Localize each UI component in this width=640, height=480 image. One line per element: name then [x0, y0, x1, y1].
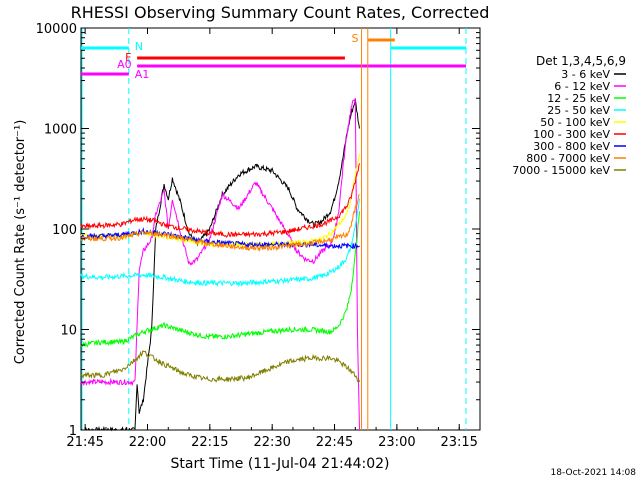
x-tick-label: 22:30 [253, 435, 290, 450]
series-line [80, 163, 360, 239]
series-line [80, 99, 360, 432]
series-line [80, 211, 360, 348]
legend-label: 100 - 300 keV [533, 128, 610, 141]
series-line [80, 194, 360, 253]
legend-label: 7000 - 15000 keV [512, 164, 610, 177]
x-tick-label: 23:15 [440, 435, 477, 450]
legend-label: 12 - 25 keV [547, 92, 610, 105]
y-tick-label: 10 [60, 324, 77, 339]
legend-title: Det 1,3,4,5,6,9 [536, 54, 626, 68]
legend-label: 6 - 12 keV [554, 80, 610, 93]
x-tick-label: 22:45 [316, 435, 353, 450]
night-label: N [135, 40, 143, 53]
series-line [80, 97, 360, 431]
series-line [80, 198, 360, 288]
x-axis-label: Start Time (11-Jul-04 21:44:02) [170, 456, 389, 472]
series-line [80, 350, 360, 383]
footer-timestamp: 18-Oct-2021 14:08 [551, 468, 637, 478]
saa-label: S [352, 32, 359, 45]
y-tick-label: 1 [69, 424, 77, 439]
attenuator-a1-label: A1 [135, 68, 150, 81]
flare-label: F [125, 51, 131, 64]
x-tick-label: 21:45 [66, 435, 103, 450]
y-tick-label: 1000 [44, 123, 77, 138]
legend-label: 25 - 50 keV [547, 104, 610, 117]
x-tick-label: 22:15 [191, 435, 228, 450]
y-axis-label: Corrected Count Rate (s⁻¹ detector⁻¹) [13, 120, 28, 365]
plot-frame [80, 27, 481, 431]
chart-title: RHESSI Observing Summary Count Rates, Co… [71, 3, 490, 22]
x-tick-label: 23:00 [378, 435, 415, 450]
legend-label: 800 - 7000 keV [526, 152, 610, 165]
attenuator-a0-label: A0 [117, 58, 132, 71]
legend-label: 3 - 6 keV [561, 68, 610, 81]
y-axis: 1 10 100 1000 10000 [36, 22, 480, 439]
x-axis: 21:45 22:00 22:15 22:30 22:45 23:00 23:15 [66, 28, 478, 450]
y-tick-label: 100 [52, 223, 77, 238]
legend-label: 300 - 800 keV [533, 140, 610, 153]
x-tick-label: 22:00 [129, 435, 166, 450]
legend-label: 50 - 100 keV [540, 116, 610, 129]
y-tick-label: 10000 [36, 22, 77, 37]
series-layer [80, 97, 360, 432]
